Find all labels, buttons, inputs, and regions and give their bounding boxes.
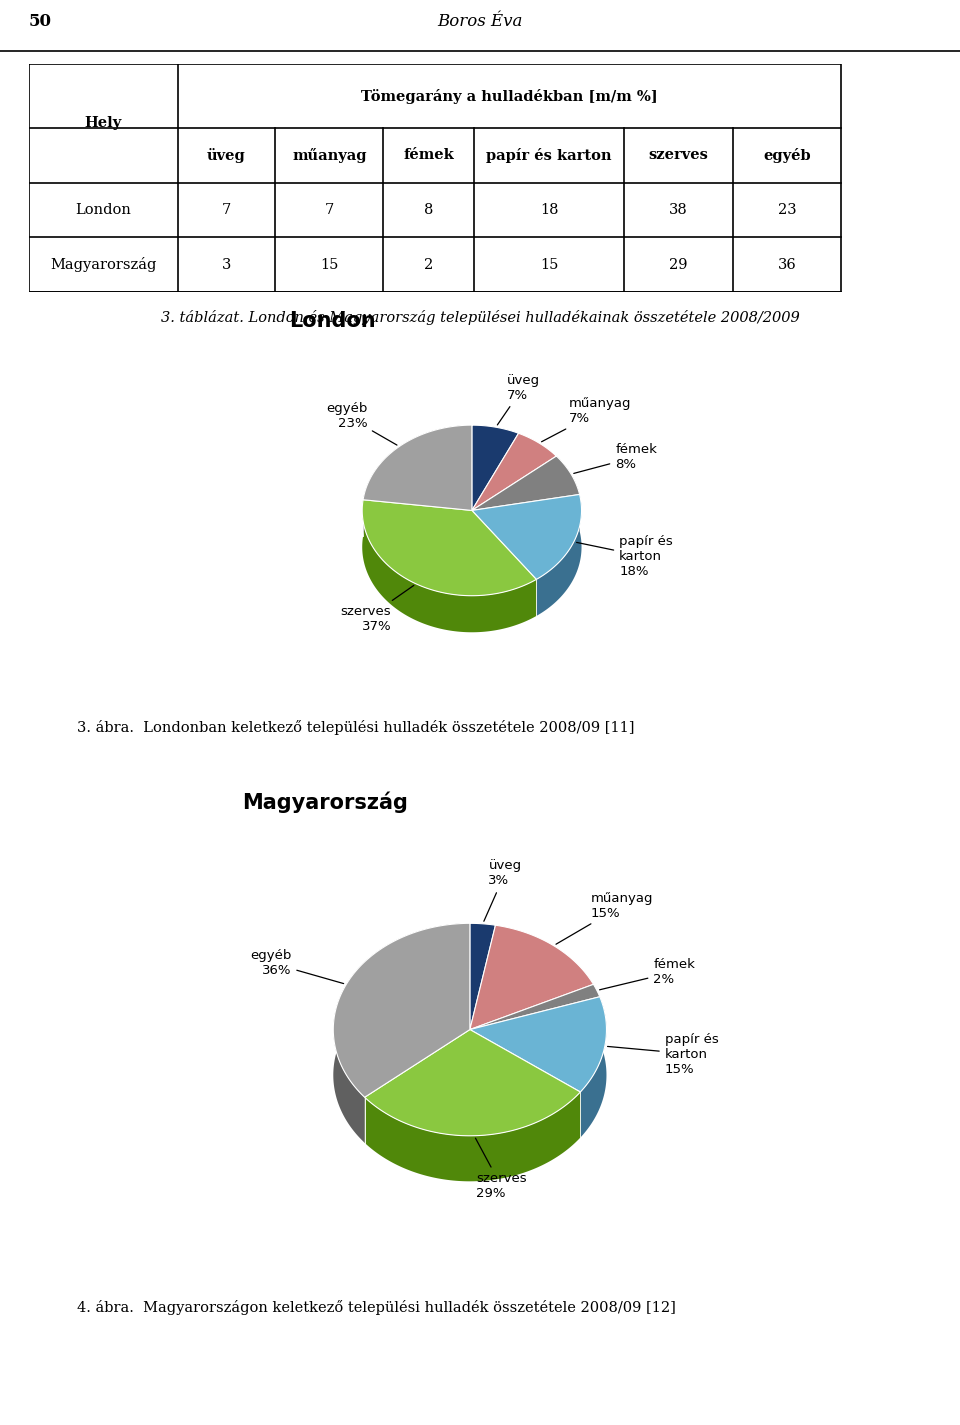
Polygon shape <box>469 996 607 1092</box>
Polygon shape <box>469 985 600 1030</box>
Text: 15: 15 <box>320 258 339 272</box>
Polygon shape <box>472 456 580 510</box>
Polygon shape <box>362 500 537 633</box>
Text: papír és
karton
18%: papír és karton 18% <box>577 536 673 579</box>
Polygon shape <box>537 494 582 616</box>
Text: üveg
7%: üveg 7% <box>497 373 540 425</box>
Polygon shape <box>362 500 537 596</box>
Text: szerves
29%: szerves 29% <box>475 1139 527 1200</box>
Text: 2: 2 <box>424 258 433 272</box>
Text: 23: 23 <box>778 202 796 217</box>
Polygon shape <box>333 923 469 1097</box>
Text: papír és
karton
15%: papír és karton 15% <box>608 1033 718 1076</box>
Text: 18: 18 <box>540 202 559 217</box>
Text: szerves: szerves <box>649 148 708 162</box>
Text: Magyarország: Magyarország <box>50 258 156 272</box>
Text: szerves
37%: szerves 37% <box>341 586 414 633</box>
Polygon shape <box>365 1030 581 1136</box>
Text: Tömegarány a hulladékban [m/m %]: Tömegarány a hulladékban [m/m %] <box>361 88 658 104</box>
Polygon shape <box>469 925 593 1030</box>
Polygon shape <box>581 996 607 1137</box>
Text: Hely: Hely <box>84 117 122 131</box>
Text: 8: 8 <box>424 202 433 217</box>
Text: egyéb: egyéb <box>763 148 810 162</box>
Text: London: London <box>75 202 132 217</box>
Text: London: London <box>289 312 375 332</box>
Text: egyéb
23%: egyéb 23% <box>325 402 396 445</box>
Polygon shape <box>365 1092 581 1181</box>
Text: 36: 36 <box>778 258 796 272</box>
Text: 4. ábra.  Magyarországon keletkező települési hulladék összetétele 2008/09 [12]: 4. ábra. Magyarországon keletkező telepü… <box>77 1300 676 1315</box>
Polygon shape <box>472 433 557 510</box>
Text: papír és karton: papír és karton <box>487 148 612 162</box>
Text: Boros Éva: Boros Éva <box>438 13 522 30</box>
Text: Magyarország: Magyarország <box>242 792 408 814</box>
Polygon shape <box>363 425 472 536</box>
Text: 50: 50 <box>29 13 52 30</box>
Text: üveg
3%: üveg 3% <box>484 859 521 921</box>
Text: műanyag
7%: műanyag 7% <box>541 398 632 442</box>
Text: fémek
8%: fémek 8% <box>574 443 657 473</box>
Text: 15: 15 <box>540 258 558 272</box>
Polygon shape <box>333 923 469 1143</box>
Polygon shape <box>472 425 518 510</box>
Text: üveg: üveg <box>207 148 246 162</box>
Text: fémek: fémek <box>403 148 454 162</box>
Text: fémek
2%: fémek 2% <box>600 958 695 990</box>
Polygon shape <box>557 456 580 532</box>
Text: egyéb
36%: egyéb 36% <box>250 949 344 983</box>
Text: 38: 38 <box>669 202 688 217</box>
Polygon shape <box>363 425 472 510</box>
Text: 7: 7 <box>324 202 334 217</box>
Text: 7: 7 <box>222 202 231 217</box>
Text: műanyag: műanyag <box>292 148 367 162</box>
Polygon shape <box>472 494 582 580</box>
Text: 3: 3 <box>222 258 231 272</box>
Text: műanyag
15%: műanyag 15% <box>556 892 654 945</box>
Text: 29: 29 <box>669 258 687 272</box>
Text: 3. ábra.  Londonban keletkező települési hulladék összetétele 2008/09 [11]: 3. ábra. Londonban keletkező települési … <box>77 720 635 735</box>
Text: 3. táblázat. London és Magyarország települései hulladékainak összetétele 2008/2: 3. táblázat. London és Magyarország tele… <box>160 311 800 325</box>
Polygon shape <box>469 923 495 1030</box>
